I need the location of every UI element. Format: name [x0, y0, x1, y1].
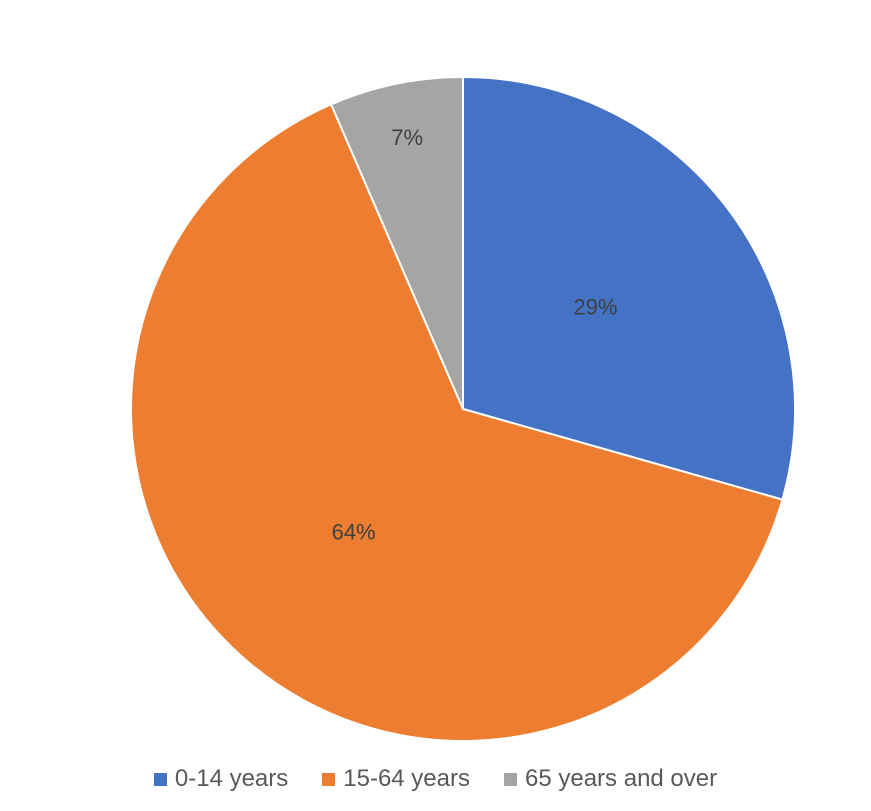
slice-65-over — [329, 75, 464, 410]
data-label-0-14: 29% — [573, 295, 617, 320]
legend-item-0-14: 0-14 years — [153, 765, 289, 793]
legend-label-0-14: 0-14 years — [174, 765, 289, 792]
legend-item-65-over: 65 years and over — [504, 765, 717, 793]
legend-label-65-over: 65 years and over — [525, 765, 718, 792]
slice-15-64 — [130, 102, 784, 742]
slice-0-14 — [462, 75, 796, 501]
legend-swatch-65-over — [504, 772, 517, 786]
legend-item-15-64: 15-64 years — [322, 765, 470, 793]
pie-chart: 29% 64% 7% — [130, 75, 796, 742]
data-label-15-64: 64% — [332, 520, 376, 545]
data-label-65-over: 7% — [391, 125, 423, 150]
legend-swatch-0-14 — [153, 772, 167, 786]
legend-swatch-15-64 — [322, 772, 336, 786]
legend: 0-14 years 15-64 years 65 years and over — [0, 765, 871, 793]
legend-label-15-64: 15-64 years — [343, 765, 470, 792]
